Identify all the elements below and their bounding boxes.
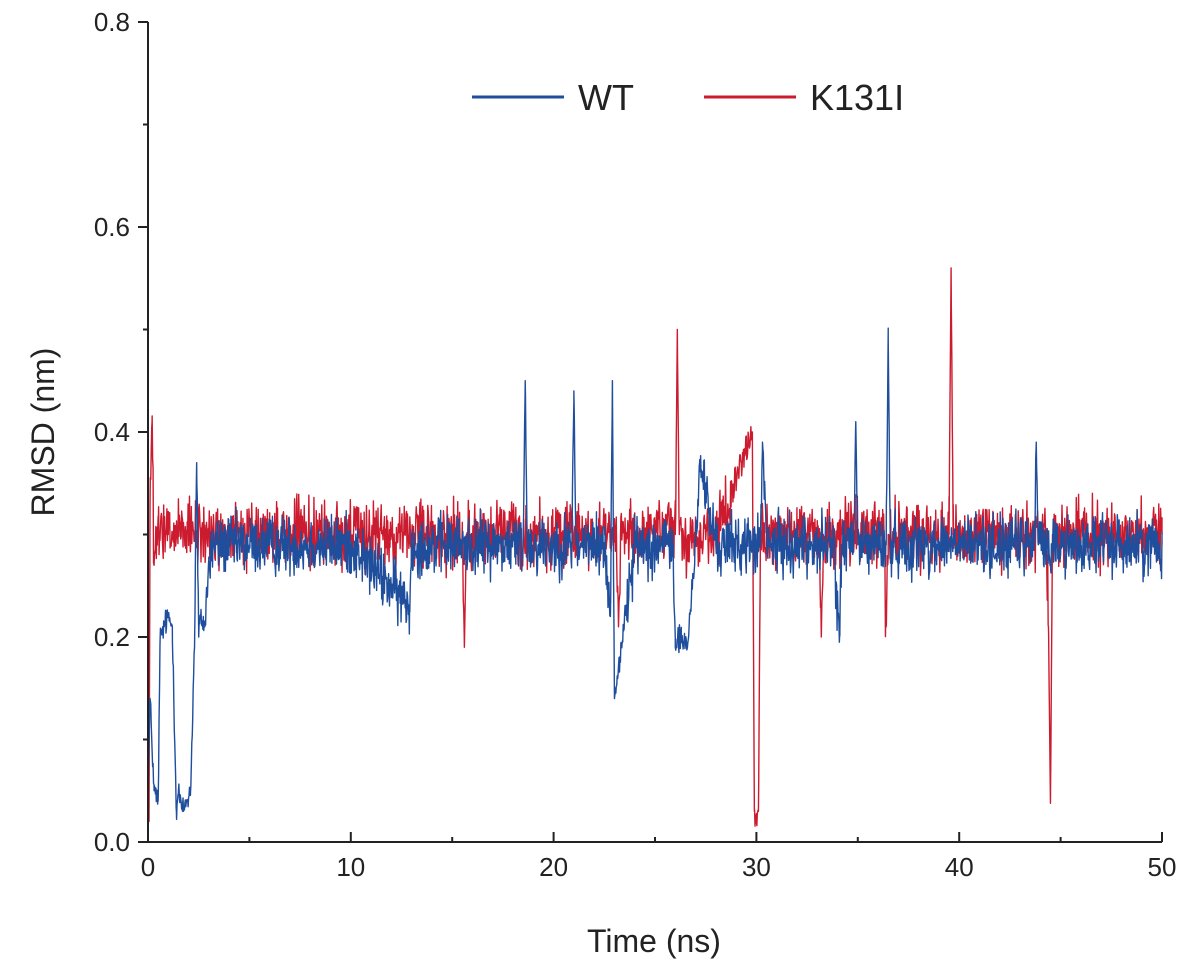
x-axis-title: Time (ns) bbox=[587, 923, 721, 959]
ticks-layer bbox=[138, 21, 1163, 843]
x-tick-label: 50 bbox=[1148, 852, 1177, 882]
legend: WT K131I bbox=[472, 77, 904, 118]
x-tick-label: 20 bbox=[539, 852, 568, 882]
legend-label-k131i: K131I bbox=[810, 77, 904, 118]
y-tick-label: 0.2 bbox=[94, 622, 130, 652]
tick-labels-layer: 0 10 20 30 40 50 0.0 0.2 0.4 0.6 0.8 bbox=[94, 7, 1177, 882]
plot-series-layer bbox=[147, 267, 1163, 827]
series-line-wt bbox=[147, 327, 1163, 821]
y-tick-label: 0.6 bbox=[94, 212, 130, 242]
y-tick-label: 0.4 bbox=[94, 417, 130, 447]
x-tick-label: 30 bbox=[742, 852, 771, 882]
y-tick-label: 0.8 bbox=[94, 7, 130, 37]
x-tick-label: 40 bbox=[945, 852, 974, 882]
x-tick-label: 10 bbox=[336, 852, 365, 882]
legend-label-wt: WT bbox=[578, 77, 634, 118]
y-tick-label: 0.0 bbox=[94, 827, 130, 857]
x-tick-label: 0 bbox=[141, 852, 155, 882]
y-axis-title: RMSD (nm) bbox=[25, 348, 61, 517]
